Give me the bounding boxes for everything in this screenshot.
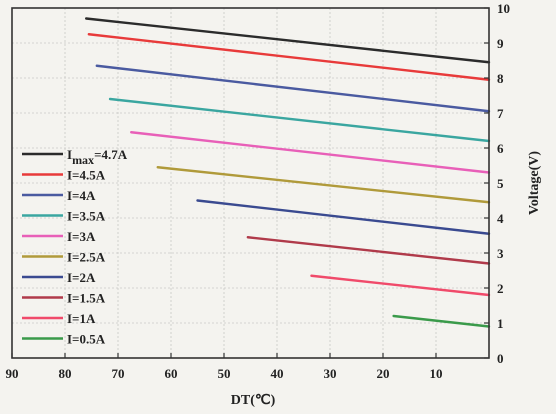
legend: Imax=4.7AI=4.5A I=4A I=3.5A I=3A I=2.5A I=2A I… bbox=[22, 147, 128, 347]
grid bbox=[11, 7, 489, 359]
series-line bbox=[310, 274, 491, 297]
series-lines bbox=[84, 17, 491, 328]
y-tick-label: 6 bbox=[497, 141, 504, 156]
y-tick-label: 9 bbox=[497, 36, 504, 51]
x-tick-label: 40 bbox=[271, 366, 284, 381]
x-axis-ticks: 90 80 70 60 50 40 30 20 10 bbox=[6, 353, 443, 381]
x-tick-label: 20 bbox=[377, 366, 390, 381]
legend-label: I=4.5A bbox=[67, 168, 106, 183]
y-tick-label: 0 bbox=[497, 351, 504, 366]
series-line bbox=[156, 166, 491, 204]
legend-label: I=1.5A bbox=[67, 291, 106, 306]
series-line bbox=[108, 97, 491, 143]
series-line bbox=[87, 33, 491, 81]
y-tick-label: 5 bbox=[497, 176, 504, 191]
series-line bbox=[84, 17, 491, 64]
y-tick-label: 1 bbox=[497, 316, 504, 331]
x-tick-label: 10 bbox=[430, 366, 443, 381]
series-line bbox=[130, 131, 491, 174]
legend-label: I=3.5A bbox=[67, 209, 106, 224]
y-tick-label: 3 bbox=[497, 246, 504, 261]
series-line bbox=[246, 236, 491, 265]
x-tick-label: 50 bbox=[218, 366, 231, 381]
x-tick-label: 90 bbox=[6, 366, 19, 381]
y-tick-label: 10 bbox=[497, 1, 510, 16]
x-tick-label: 70 bbox=[112, 366, 125, 381]
y-axis-ticks: 0 1 2 3 4 5 6 7 8 9 10 bbox=[484, 1, 510, 366]
x-tick-label: 60 bbox=[165, 366, 178, 381]
legend-label: I=2A bbox=[67, 270, 96, 285]
x-tick-label: 30 bbox=[324, 366, 337, 381]
legend-label: Imax=4.7A bbox=[67, 147, 128, 167]
legend-label: I=4A bbox=[67, 188, 96, 203]
legend-label: I=0.5A bbox=[67, 332, 106, 347]
series-line bbox=[95, 64, 491, 113]
x-tick-label: 80 bbox=[59, 366, 72, 381]
series-line bbox=[196, 199, 491, 235]
x-axis-title: DT(℃) bbox=[231, 393, 276, 408]
series-line bbox=[392, 314, 491, 328]
y-tick-label: 7 bbox=[497, 106, 504, 121]
legend-label: I=3A bbox=[67, 229, 96, 244]
y-axis-title: Voltage(V) bbox=[527, 151, 542, 215]
y-tick-label: 2 bbox=[497, 281, 504, 296]
legend-label: I=2.5A bbox=[67, 250, 106, 265]
y-tick-label: 8 bbox=[497, 71, 504, 86]
y-tick-label: 4 bbox=[497, 211, 504, 226]
legend-label: I=1A bbox=[67, 311, 96, 326]
